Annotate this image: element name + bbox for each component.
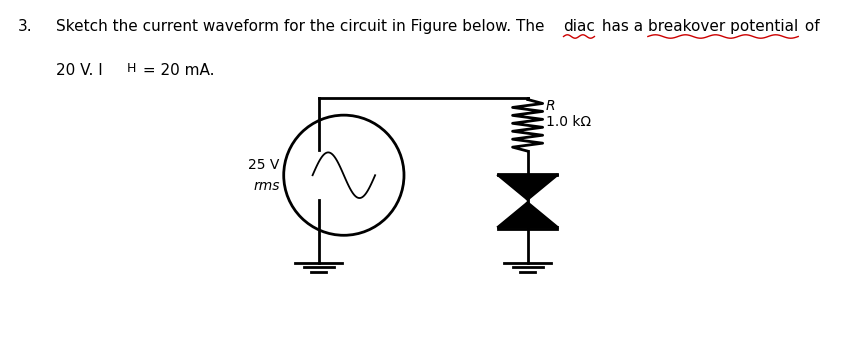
Text: 20 V. I: 20 V. I (56, 64, 103, 78)
Text: breakover potential: breakover potential (648, 19, 798, 34)
Text: of: of (800, 19, 819, 34)
Text: 25 V: 25 V (248, 158, 279, 172)
Text: Sketch the current waveform for the circuit in Figure below. The: Sketch the current waveform for the circ… (56, 19, 549, 34)
Polygon shape (499, 175, 557, 199)
Text: rms: rms (253, 179, 279, 193)
Text: R: R (546, 99, 556, 113)
Text: = 20 mA.: = 20 mA. (138, 64, 214, 78)
Polygon shape (499, 203, 557, 227)
Text: H: H (127, 62, 136, 75)
Text: has a: has a (597, 19, 648, 34)
Text: 3.: 3. (19, 19, 33, 34)
Text: 1.0 kΩ: 1.0 kΩ (546, 115, 591, 129)
Text: diac: diac (563, 19, 595, 34)
